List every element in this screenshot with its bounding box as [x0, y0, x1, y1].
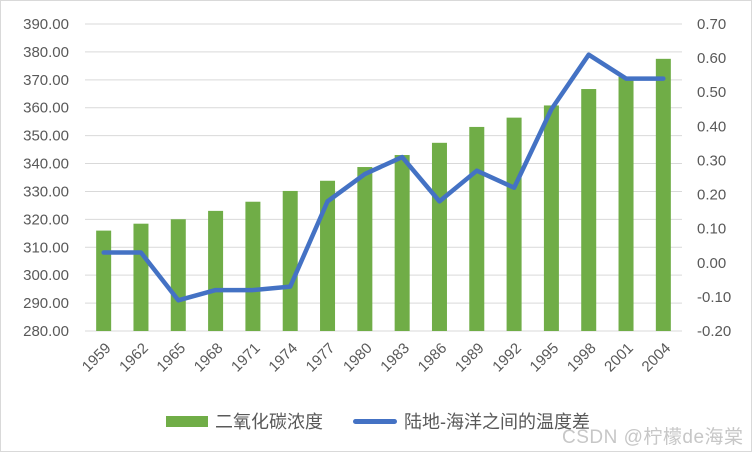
y-axis-label-left: 360.00: [23, 100, 69, 117]
x-axis-label: 1965: [153, 340, 189, 376]
legend-item-co2: 二氧化碳浓度: [166, 409, 323, 433]
x-axis-label: 1986: [415, 340, 451, 376]
bar-co2: [543, 105, 559, 332]
y-axis-label-right: -0.20: [697, 323, 731, 340]
y-axis-label-left: 370.00: [23, 72, 69, 89]
x-axis-label: 1974: [265, 340, 301, 376]
bar-co2: [133, 223, 149, 331]
x-axis-label: 1992: [489, 340, 525, 376]
y-axis-label-left: 280.00: [23, 323, 69, 340]
y-axis-label-left: 390.00: [23, 16, 69, 33]
x-axis-label: 1983: [377, 340, 413, 376]
co2-bar-swatch-icon: [166, 415, 208, 427]
bar-co2: [655, 58, 671, 332]
y-axis-label-left: 300.00: [23, 267, 69, 284]
bar-co2: [208, 210, 224, 331]
y-axis-label-left: 350.00: [23, 128, 69, 145]
temp-line-swatch-icon: [353, 418, 397, 424]
y-axis-label-right: 0.60: [697, 50, 726, 67]
y-axis-label-right: 0.10: [697, 221, 726, 238]
y-axis-label-right: 0.50: [697, 84, 726, 101]
bar-co2: [357, 167, 373, 331]
temp-line: [101, 52, 666, 303]
x-axis-label: 1962: [116, 340, 152, 376]
x-axis-label: 1998: [564, 340, 600, 376]
bar-co2: [96, 230, 112, 331]
legend-label-co2: 二氧化碳浓度: [215, 412, 323, 432]
bar-co2: [282, 190, 298, 331]
x-axis-label: 2004: [639, 340, 675, 376]
bar-co2: [320, 180, 336, 331]
bar-co2: [431, 142, 447, 331]
bar-co2: [618, 76, 634, 331]
y-axis-label-left: 310.00: [23, 239, 69, 256]
y-axis-label-left: 380.00: [23, 44, 69, 61]
y-axis-label-left: 330.00: [23, 183, 69, 200]
y-axis-label-right: 0.40: [697, 118, 726, 135]
watermark: CSDN @柠檬de海棠: [562, 427, 744, 448]
x-axis-label: 2001: [601, 340, 637, 376]
legend-label-temp: 陆地-海洋之间的温度差: [404, 412, 590, 432]
y-axis-label-left: 340.00: [23, 156, 69, 173]
x-axis-label: 1977: [303, 340, 339, 376]
y-axis-label-left: 320.00: [23, 211, 69, 228]
bar-co2: [581, 89, 597, 331]
y-axis-label-right: 0.20: [697, 187, 726, 204]
bar-co2: [170, 219, 186, 331]
x-axis-label: 1980: [340, 340, 376, 376]
x-axis-label: 1989: [452, 340, 488, 376]
y-axis-label-right: -0.10: [697, 289, 731, 306]
x-axis-label: 1968: [191, 340, 227, 376]
x-axis-label: 1995: [527, 340, 563, 376]
y-axis-label-right: 0.70: [697, 16, 726, 33]
bar-co2: [394, 155, 410, 331]
legend-item-temp: 陆地-海洋之间的温度差: [353, 409, 590, 433]
x-axis-label: 1971: [228, 340, 264, 376]
bar-co2: [506, 117, 522, 331]
bar-co2: [245, 201, 261, 331]
bar-co2: [469, 126, 485, 331]
x-axis-label: 1959: [79, 340, 115, 376]
y-axis-label-right: 0.00: [697, 255, 726, 272]
y-axis-label-left: 290.00: [23, 295, 69, 312]
y-axis-label-right: 0.30: [697, 152, 726, 169]
